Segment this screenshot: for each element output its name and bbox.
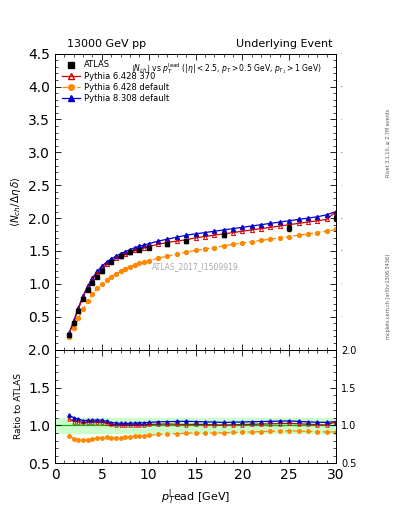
Text: Rivet 3.1.10, ≥ 2.7M events: Rivet 3.1.10, ≥ 2.7M events [386, 109, 391, 178]
Text: $\langle N_{ch}\rangle$ vs $p_T^{\rm lead}$ ($|\eta| < 2.5$, $p_T > 0.5$ GeV, $p: $\langle N_{ch}\rangle$ vs $p_T^{\rm lea… [131, 61, 322, 76]
Bar [55, 418, 336, 433]
Text: 13000 GeV pp: 13000 GeV pp [67, 38, 146, 49]
Text: ATLAS_2017_I1509919: ATLAS_2017_I1509919 [152, 262, 239, 271]
Legend: ATLAS, Pythia 6.428 370, Pythia 6.428 default, Pythia 8.308 default: ATLAS, Pythia 6.428 370, Pythia 6.428 de… [59, 58, 172, 105]
X-axis label: $p_T^{\rm l}$ead [GeV]: $p_T^{\rm l}$ead [GeV] [161, 488, 230, 507]
Y-axis label: Ratio to ATLAS: Ratio to ATLAS [14, 373, 23, 439]
Y-axis label: $\langle N_{ch}/ \Delta\eta\,\delta\rangle$: $\langle N_{ch}/ \Delta\eta\,\delta\rang… [9, 176, 23, 227]
Text: Underlying Event: Underlying Event [235, 38, 332, 49]
Text: mcplots.cern.ch [arXiv:1306.3436]: mcplots.cern.ch [arXiv:1306.3436] [386, 254, 391, 339]
